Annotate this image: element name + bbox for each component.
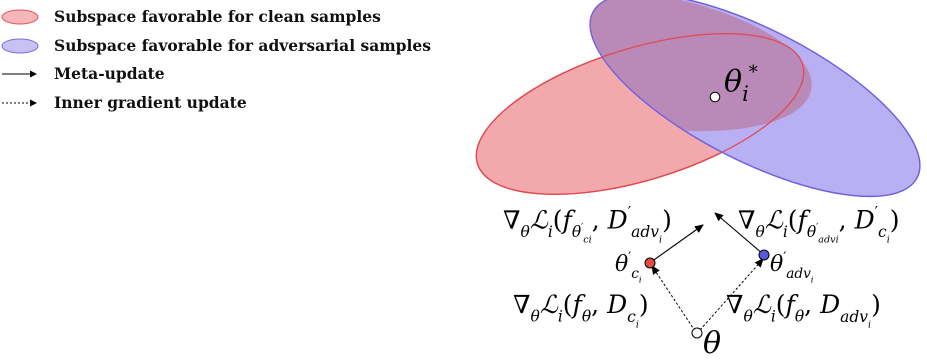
- legend-label: Subspace favorable for clean samples: [54, 7, 381, 26]
- initial-theta-point: [691, 327, 703, 339]
- overlap-region: [590, 0, 823, 155]
- meta-update-from-adv-arrow: [714, 212, 764, 255]
- legend-label: Inner gradient update: [54, 93, 247, 112]
- meta-grad-adv-label: ∇θℒi(fθ′advi, D′ci): [738, 203, 900, 246]
- theta-initial-label: θ: [703, 326, 722, 361]
- blue-ellipse-icon: [1, 38, 39, 54]
- theta-adv-adapted-label: θ′advi: [770, 250, 814, 286]
- meta-grad-clean-label: ∇θℒi(fθ′ci, D′advi): [503, 203, 672, 246]
- optimal-theta-point: [709, 91, 721, 103]
- adv-adapted-point: [758, 249, 770, 261]
- inner-update-adv-arrow: [699, 258, 764, 331]
- meta-update-from-clean-arrow: [650, 224, 704, 263]
- inner-grad-clean-label: ∇θℒi(fθ, Dci): [513, 290, 649, 330]
- clean-adapted-point: [644, 257, 656, 269]
- theta-clean-adapted-label: θ′ci: [615, 250, 642, 286]
- dashed-arrow-icon: [2, 99, 37, 107]
- legend-label: Meta-update: [54, 64, 165, 83]
- legend-label: Subspace favorable for adversarial sampl…: [54, 36, 431, 55]
- inner-grad-adv-label: ∇θℒi(fθ, Dadvi): [726, 290, 881, 330]
- theta-star-label: θi*: [724, 62, 758, 106]
- solid-arrow-icon: [2, 70, 37, 78]
- red-ellipse-icon: [1, 9, 39, 25]
- inner-update-clean-arrow: [651, 265, 696, 332]
